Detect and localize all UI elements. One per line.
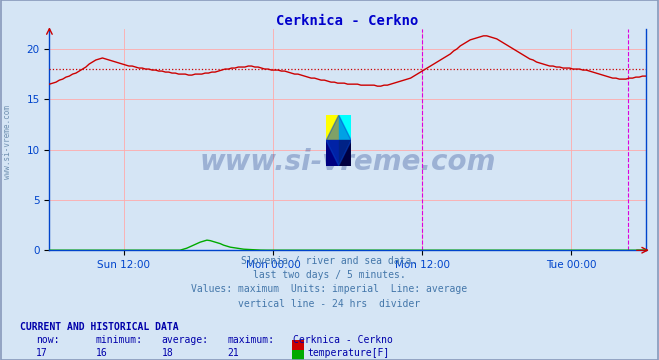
Title: Cerknica - Cerkno: Cerknica - Cerkno [276,14,419,28]
Text: minimum:: minimum: [96,335,142,345]
Text: temperature[F]: temperature[F] [308,348,390,358]
Text: www.si-vreme.com: www.si-vreme.com [200,148,496,176]
Polygon shape [326,115,339,140]
Text: 17: 17 [36,348,48,358]
Text: 21: 21 [227,348,239,358]
Text: www.si-vreme.com: www.si-vreme.com [3,105,13,179]
Text: Slovenia / river and sea data.: Slovenia / river and sea data. [241,256,418,266]
Text: vertical line - 24 hrs  divider: vertical line - 24 hrs divider [239,299,420,309]
Polygon shape [326,115,351,166]
Text: average:: average: [161,335,208,345]
Text: maximum:: maximum: [227,335,274,345]
Text: Cerknica - Cerkno: Cerknica - Cerkno [293,335,393,345]
Text: Values: maximum  Units: imperial  Line: average: Values: maximum Units: imperial Line: av… [191,284,468,294]
Text: 18: 18 [161,348,173,358]
Polygon shape [326,140,339,166]
Text: 16: 16 [96,348,107,358]
Text: CURRENT AND HISTORICAL DATA: CURRENT AND HISTORICAL DATA [20,322,179,332]
Polygon shape [339,115,351,140]
Text: now:: now: [36,335,60,345]
Polygon shape [339,140,351,166]
Text: last two days / 5 minutes.: last two days / 5 minutes. [253,270,406,280]
